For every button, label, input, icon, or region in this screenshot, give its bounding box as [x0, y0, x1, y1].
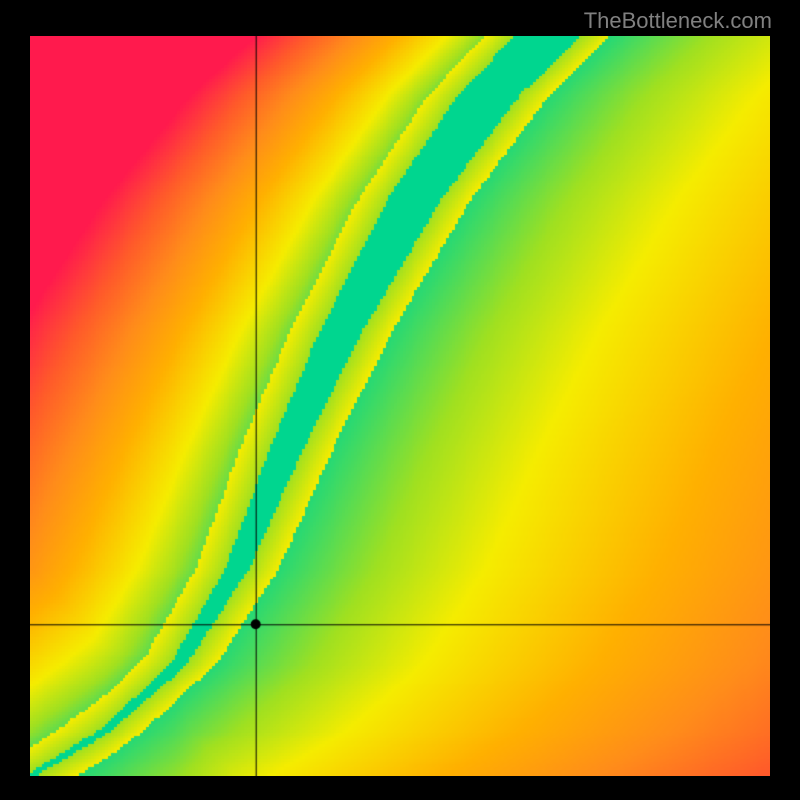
watermark-text: TheBottleneck.com [584, 8, 772, 34]
heatmap-canvas [30, 36, 770, 776]
plot-area [30, 36, 770, 776]
chart-container: TheBottleneck.com [0, 0, 800, 800]
